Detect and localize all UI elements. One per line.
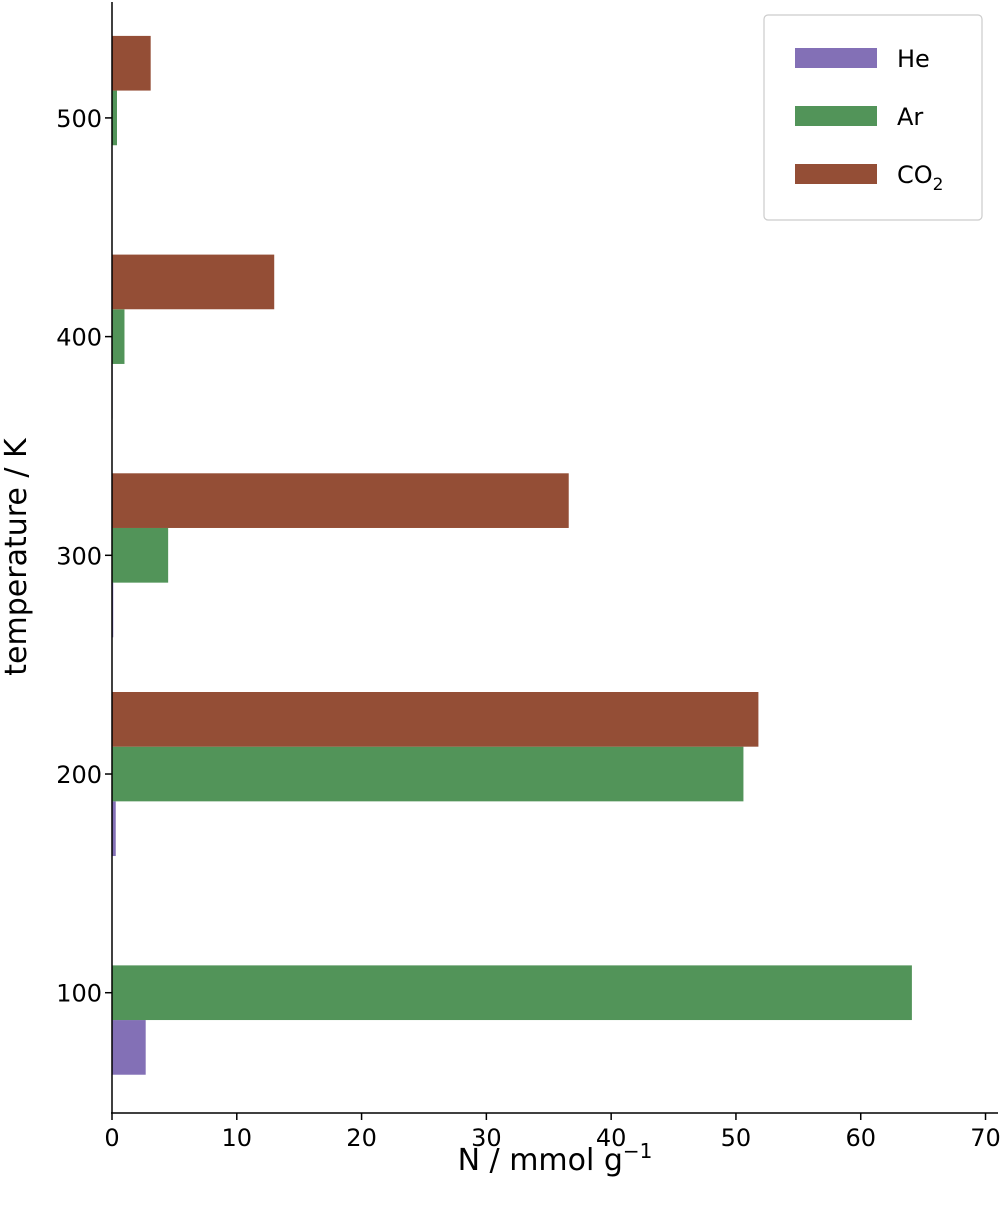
bar-ar-400 bbox=[112, 309, 125, 364]
legend-label-co2: CO2 bbox=[897, 161, 943, 195]
x-tick-label-30: 30 bbox=[471, 1124, 502, 1152]
legend-label-he: He bbox=[897, 45, 930, 73]
bar-co2-200 bbox=[112, 692, 759, 747]
x-tick-label-40: 40 bbox=[596, 1124, 627, 1152]
x-axis-title-superscript: −1 bbox=[623, 1139, 652, 1163]
y-axis-title: temperature / K bbox=[0, 437, 34, 676]
x-tick-label-70: 70 bbox=[970, 1124, 1000, 1152]
bar-ar-200 bbox=[112, 746, 744, 802]
x-axis-title: N / mmol g−1 bbox=[458, 1139, 653, 1178]
x-tick-label-0: 0 bbox=[104, 1124, 119, 1152]
y-tick-label-500: 500 bbox=[56, 105, 102, 133]
bars bbox=[112, 35, 912, 1075]
y-tick-label-400: 400 bbox=[56, 324, 102, 352]
y-tick-label-300: 300 bbox=[56, 542, 102, 570]
x-tick-label-50: 50 bbox=[721, 1124, 752, 1152]
legend-swatch-co2 bbox=[795, 164, 877, 184]
x-tick-label-20: 20 bbox=[346, 1124, 377, 1152]
x-tick-label-60: 60 bbox=[845, 1124, 876, 1152]
bar-ar-500 bbox=[112, 90, 117, 146]
bar-co2-500 bbox=[112, 35, 151, 91]
x-tick-label-10: 10 bbox=[222, 1124, 253, 1152]
legend: He Ar CO2 bbox=[763, 14, 983, 221]
legend-swatch-he bbox=[795, 48, 877, 68]
bar-he-200 bbox=[112, 801, 116, 857]
y-tick-label-100: 100 bbox=[56, 980, 102, 1008]
legend-label-co2-subscript: 2 bbox=[933, 175, 944, 195]
bar-co2-300 bbox=[112, 473, 569, 528]
y-tick-label-200: 200 bbox=[56, 761, 102, 789]
legend-swatch-ar bbox=[795, 106, 877, 126]
bar-he-100 bbox=[112, 1020, 146, 1075]
bar-co2-400 bbox=[112, 254, 275, 310]
bar-ar-300 bbox=[112, 527, 169, 583]
y-ticks: 100 200 300 400 500 bbox=[56, 105, 112, 1008]
bar-ar-100 bbox=[112, 965, 912, 1021]
legend-label-ar: Ar bbox=[897, 103, 923, 131]
x-ticks: 0 10 20 30 40 50 60 70 bbox=[104, 1113, 1000, 1152]
